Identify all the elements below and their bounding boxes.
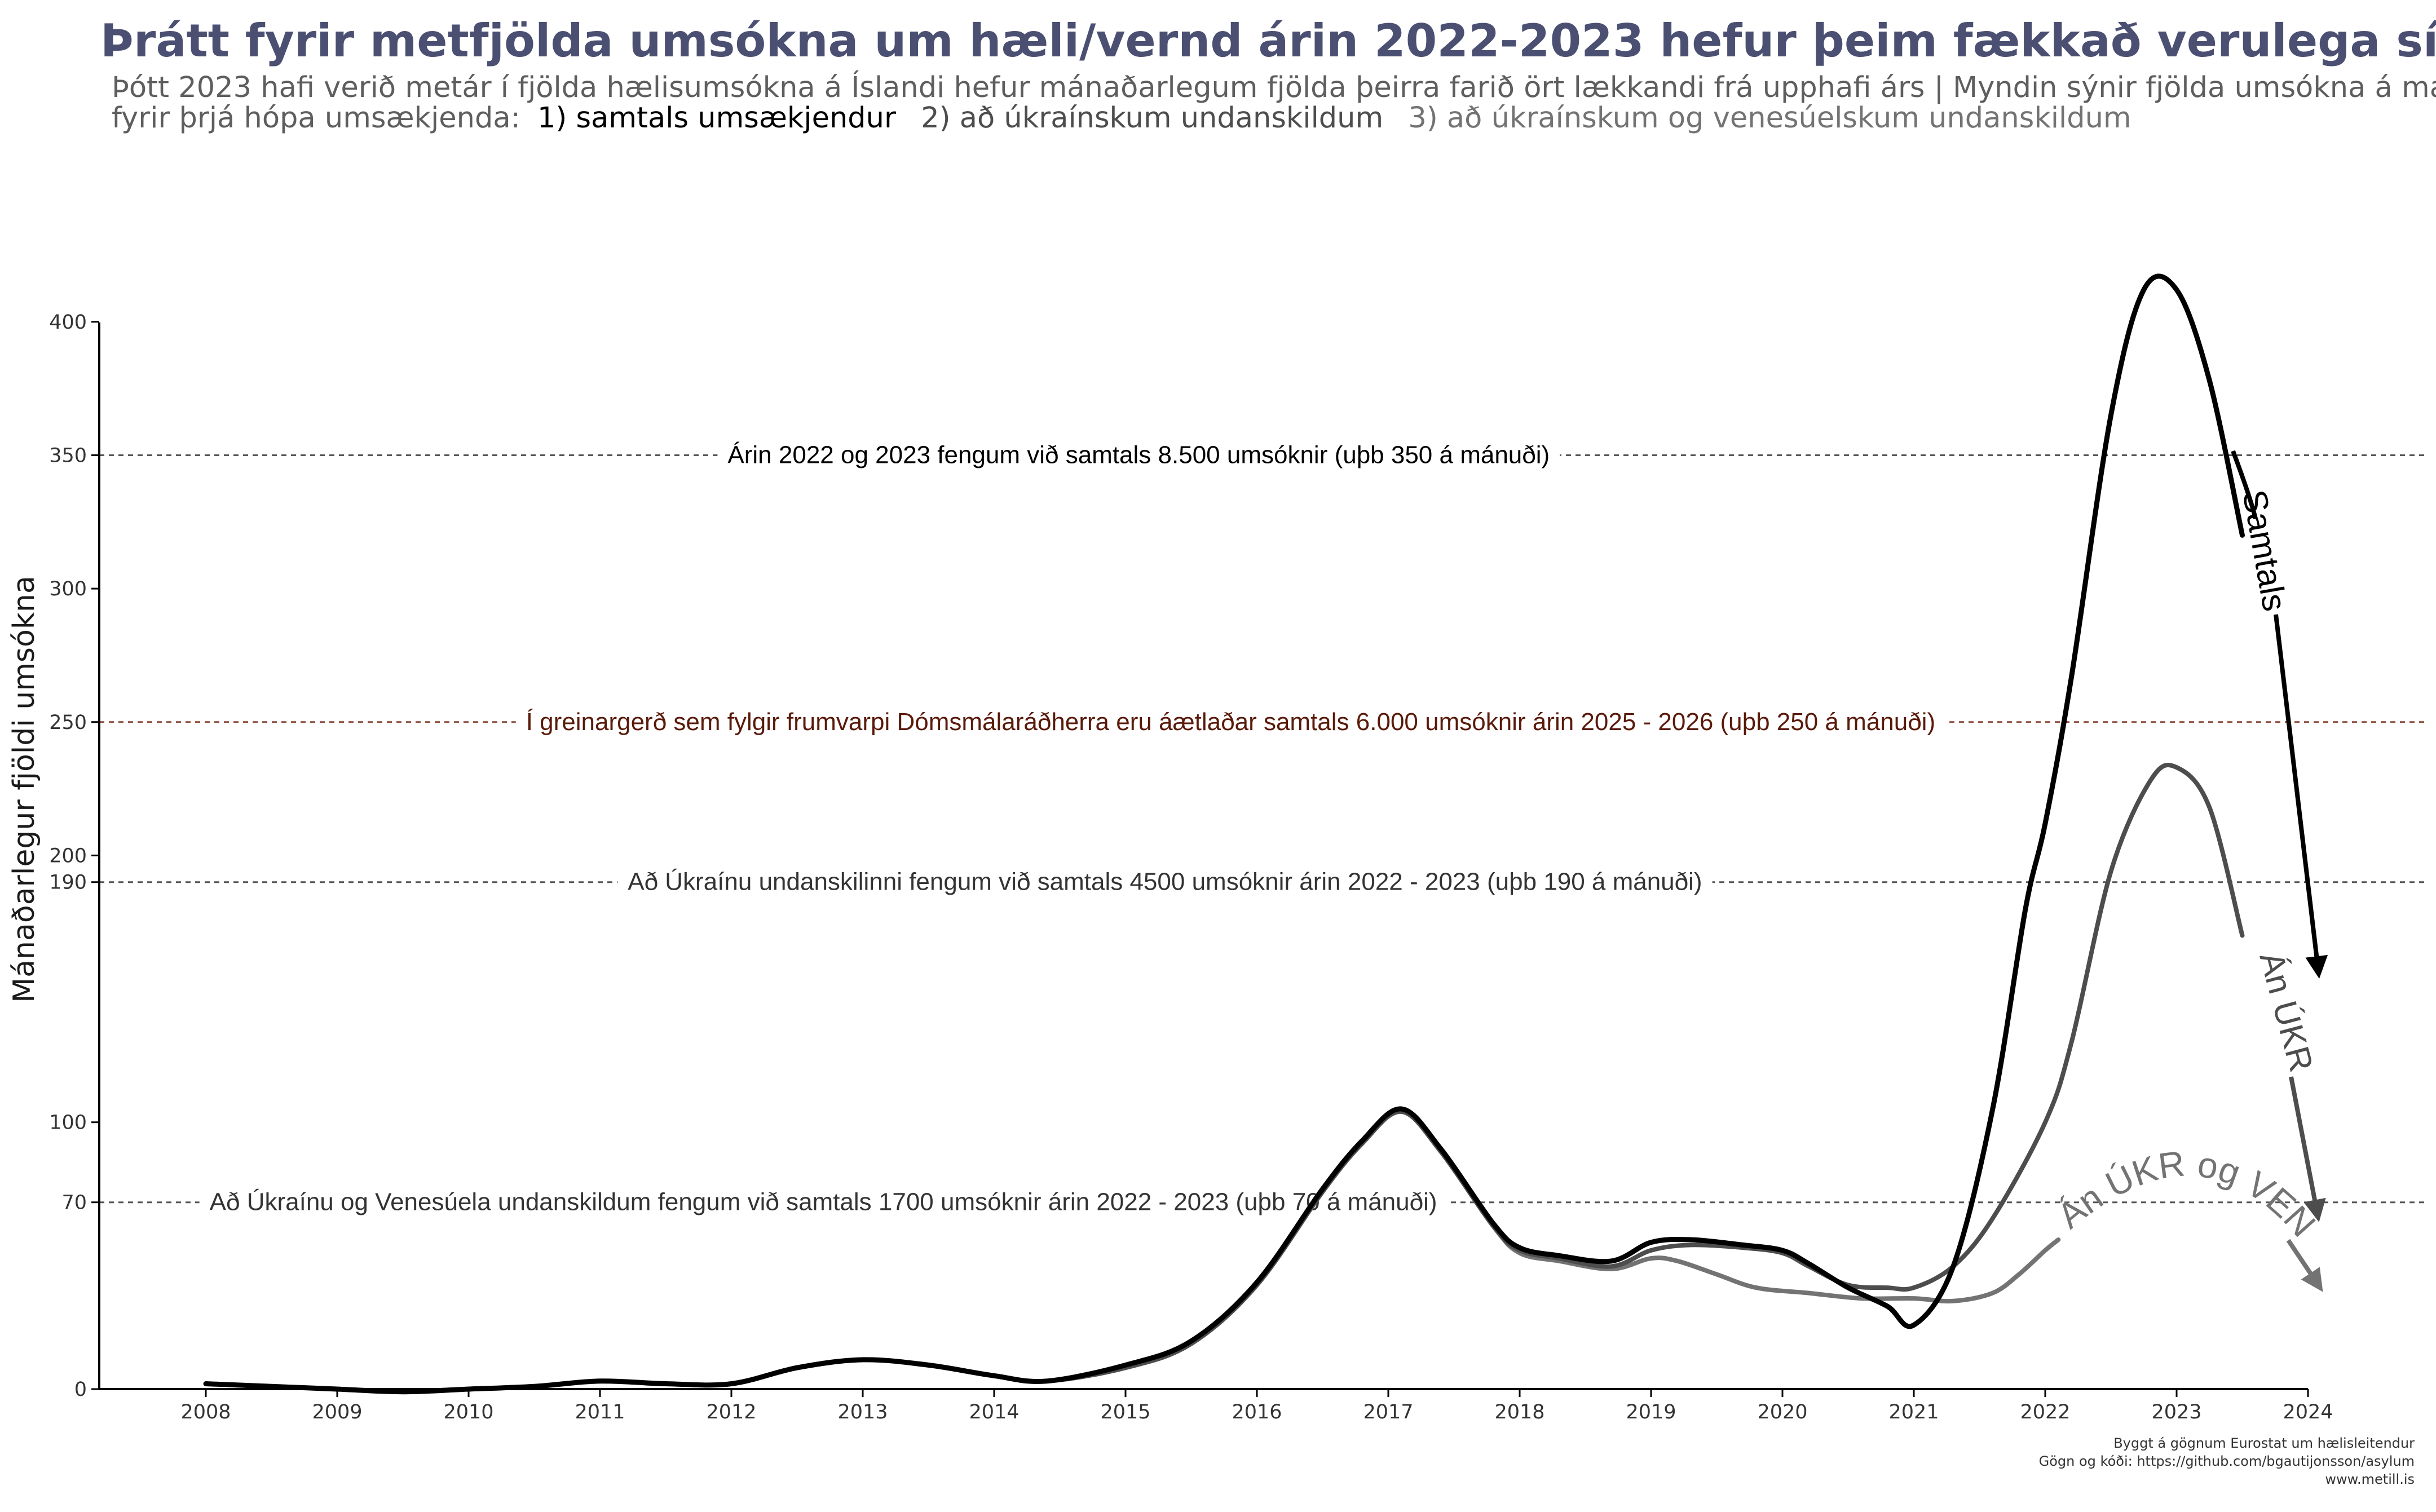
x-tick-label-2016: 2016 — [1232, 1401, 1282, 1423]
subtitle-group-an-ukr-ven: 3) að úkraínskum og venesúelskum undansk… — [1408, 101, 2131, 135]
y-tick-label-100: 100 — [49, 1112, 87, 1134]
chart-subtitle-line1: Þótt 2023 hafi verið metár í fjölda hæli… — [112, 70, 2436, 104]
x-tick-label-2014: 2014 — [969, 1401, 1019, 1423]
an-ukr-ven-trend-label: Án ÚKR og VEN — [2050, 1143, 2324, 1244]
y-ticks: 0 70 100 190 200 250 300 350 400 — [49, 311, 99, 1401]
y-tick-label-200: 200 — [49, 845, 87, 867]
x-tick-label-2013: 2013 — [837, 1401, 888, 1423]
y-tick-label-0: 0 — [74, 1378, 87, 1401]
x-tick-label-2019: 2019 — [1626, 1401, 1676, 1423]
x-tick-label-2023: 2023 — [2151, 1401, 2201, 1423]
x-ticks: 2008 2009 2010 2011 2012 2013 2014 2015 2016 2017… — [180, 1389, 2333, 1423]
axes — [98, 322, 2308, 1390]
y-tick-label-250: 250 — [49, 711, 87, 734]
reference-label-70: Að Úkraínu og Venesúela undanskildum fen… — [210, 1188, 1437, 1216]
chart-title: Þrátt fyrir metfjölda umsókna um hæli/ve… — [100, 15, 2436, 67]
x-tick-label-2011: 2011 — [575, 1401, 625, 1423]
y-tick-label-190: 190 — [49, 872, 87, 894]
y-tick-label-400: 400 — [49, 311, 87, 334]
caption-code: Gögn og kóði: https://github.com/bgautij… — [2039, 1453, 2415, 1469]
x-tick-label-2020: 2020 — [1757, 1401, 1807, 1423]
y-tick-label-70: 70 — [61, 1192, 87, 1214]
reference-label-350: Árin 2022 og 2023 fengum við samtals 8.5… — [727, 441, 1550, 468]
samtals-trend-arrow-lower — [2274, 614, 2328, 979]
x-tick-label-2018: 2018 — [1494, 1401, 1544, 1423]
reference-label-250: Í greinargerð sem fylgir frumvarpi Dómsm… — [526, 708, 1935, 736]
subtitle-group-an-ukr: 2) að úkraínskum undanskildum — [921, 101, 1383, 135]
caption-source: Byggt á gögnum Eurostat um hælisleitendu… — [2113, 1435, 2415, 1451]
x-tick-label-2022: 2022 — [2020, 1401, 2070, 1423]
an-ukr-ven-trend-arrow — [2286, 1239, 2323, 1292]
reference-label-190: Að Úkraínu undanskilinni fengum við samt… — [628, 868, 1702, 896]
an-ukr-trend-arrow — [2289, 1076, 2326, 1222]
x-tick-label-2015: 2015 — [1100, 1401, 1150, 1423]
samtals-trend-label: Samtals — [2235, 487, 2294, 614]
trend-annotations: Samtals Án ÚKR Án ÚKR og VEN — [2050, 450, 2328, 1292]
reference-label-backing-70 — [199, 1186, 1448, 1218]
reference-label-backing-350 — [717, 439, 1560, 471]
y-tick-label-300: 300 — [49, 578, 87, 600]
reference-label-backing-190 — [617, 865, 1713, 898]
subtitle-group-samtals: 1) samtals umsækjendur — [537, 101, 896, 135]
x-tick-label-2021: 2021 — [1888, 1401, 1939, 1423]
chart-subtitle-line2: fyrir þrjá hópa umsækjenda: 1) samtals u… — [112, 101, 2132, 135]
series-line-samtals — [203, 273, 2245, 1395]
reference-lines: Árin 2022 og 2023 fengum við samtals 8.5… — [99, 439, 2425, 1218]
samtals-trend-arrow — [2231, 450, 2258, 519]
x-tick-label-2012: 2012 — [706, 1401, 756, 1423]
subtitle-prefix: fyrir þrjá hópa umsækjenda: — [112, 101, 520, 135]
x-tick-label-2008: 2008 — [180, 1401, 231, 1423]
series-lines — [203, 273, 2245, 1395]
x-tick-label-2024: 2024 — [2283, 1401, 2333, 1423]
x-tick-label-2009: 2009 — [312, 1401, 362, 1423]
y-axis-title: Mánaðarlegur fjöldi umsókna — [7, 576, 41, 1002]
an-ukr-trend-label: Án ÚKR — [2252, 948, 2320, 1076]
x-tick-label-2010: 2010 — [443, 1401, 493, 1423]
reference-label-backing-250 — [515, 705, 1946, 738]
y-tick-label-350: 350 — [49, 444, 87, 467]
caption-website: www.metill.is — [2325, 1471, 2415, 1487]
x-tick-label-2017: 2017 — [1363, 1401, 1413, 1423]
